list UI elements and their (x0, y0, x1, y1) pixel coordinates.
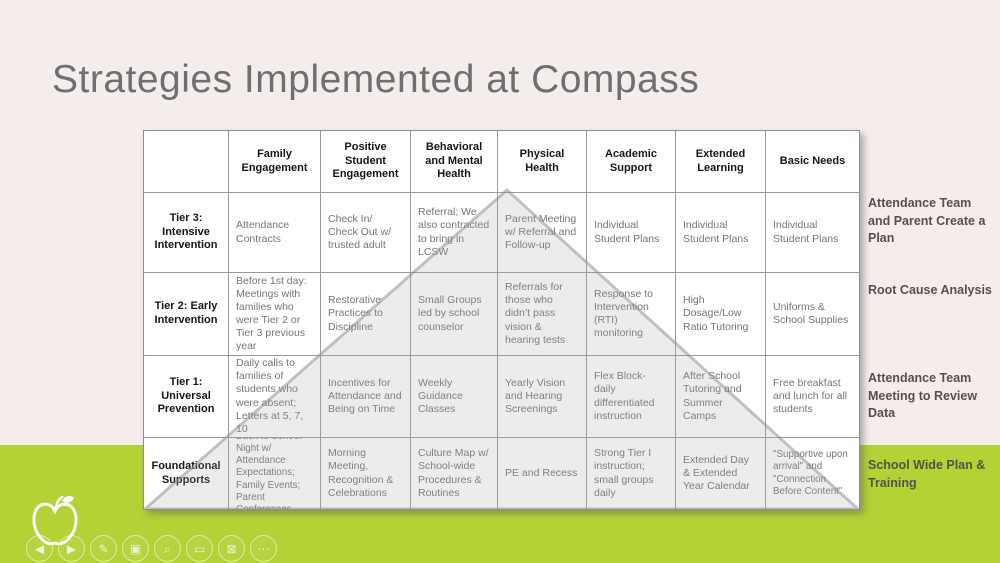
table-cell: Attendance Contracts (229, 193, 321, 273)
table-cell: Parent Meeting w/ Referral and Follow-up (498, 193, 587, 273)
table-cell: Individual Student Plans (587, 193, 676, 273)
side-label-tier2: Root Cause Analysis (868, 283, 992, 297)
table-cell: Uniforms & School Supplies (766, 273, 859, 356)
table-cell: Check In/ Check Out w/ trusted adult (321, 193, 411, 273)
table-cell: Before 1st day: Meetings with families w… (229, 273, 321, 356)
more-options-icon[interactable]: ⋯ (250, 535, 277, 562)
col-header-positive-student-engagement: Positive Student Engagement (321, 131, 411, 193)
table-cell: Referrals for those who didn’t pass visi… (498, 273, 587, 356)
row-header-foundational: Foundational Supports (144, 438, 229, 509)
table-row-tier1: Tier 1: Universal Prevention Daily calls… (144, 356, 859, 438)
zoom-icon[interactable]: ⌕ (154, 535, 181, 562)
row-header-tier1: Tier 1: Universal Prevention (144, 356, 229, 438)
captions-icon[interactable]: ▭ (186, 535, 213, 562)
strategies-table: Family Engagement Positive Student Engag… (143, 130, 860, 510)
table-row-tier2: Tier 2: Early Intervention Before 1st da… (144, 273, 859, 356)
table-cell: After School Tutoring and Summer Camps (676, 356, 766, 438)
table-cell: High Dosage/Low Ratio Tutoring (676, 273, 766, 356)
table-header-row: Family Engagement Positive Student Engag… (144, 131, 859, 193)
table-cell: Daily calls to families of students who … (229, 356, 321, 438)
col-header-extended-learning: Extended Learning (676, 131, 766, 193)
side-label-foundational: School Wide Plan & Training (868, 458, 986, 490)
next-slide-icon[interactable]: ▶ (58, 535, 85, 562)
row-header-tier2: Tier 2: Early Intervention (144, 273, 229, 356)
previous-slide-icon[interactable]: ◀ (26, 535, 53, 562)
table-cell: Referral; We also contracted to bring in… (411, 193, 498, 273)
apple-logo-icon (32, 495, 78, 546)
table-cell: Flex Block- daily differentiated instruc… (587, 356, 676, 438)
presenter-toolbar: ◀ ▶ ✎ ▣ ⌕ ▭ ⊠ ⋯ (26, 535, 277, 562)
col-header-academic-support: Academic Support (587, 131, 676, 193)
table-cell: Culture Map w/ School-wide Procedures & … (411, 438, 498, 509)
table-row-foundational: Foundational Supports Back to School Nig… (144, 438, 859, 509)
col-header-basic-needs: Basic Needs (766, 131, 859, 193)
slide-picker-icon[interactable]: ▣ (122, 535, 149, 562)
row-header-tier3: Tier 3: Intensive Intervention (144, 193, 229, 273)
pen-icon[interactable]: ✎ (90, 535, 117, 562)
table-cell: Extended Day & Extended Year Calendar (676, 438, 766, 509)
camera-off-icon[interactable]: ⊠ (218, 535, 245, 562)
table-cell: Individual Student Plans (766, 193, 859, 273)
table-cell: Morning Meeting, Recognition & Celebrati… (321, 438, 411, 509)
table-row-tier3: Tier 3: Intensive Intervention Attendanc… (144, 193, 859, 273)
side-label-tier3: Attendance Team and Parent Create a Plan (868, 196, 986, 245)
col-header-behavioral-mental-health: Behavioral and Mental Health (411, 131, 498, 193)
table-cell: Weekly Guidance Classes (411, 356, 498, 438)
table-cell: Small Groups led by school counselor (411, 273, 498, 356)
table-cell: Incentives for Attendance and Being on T… (321, 356, 411, 438)
col-header-family-engagement: Family Engagement (229, 131, 321, 193)
table-cell: Strong Tier I instruction; small groups … (587, 438, 676, 509)
side-label-tier1: Attendance Team Meeting to Review Data (868, 371, 978, 420)
table-cell: "Supportive upon arrival" and "Connectio… (773, 449, 848, 497)
table-cell: Response to Intervention (RTI) monitorin… (587, 273, 676, 356)
table-cell: Restorative Practices to Discipline (321, 273, 411, 356)
table-cell: Yearly Vision and Hearing Screenings (498, 356, 587, 438)
table-cell: PE and Recess (498, 438, 587, 509)
col-header-physical-health: Physical Health (498, 131, 587, 193)
table-cell: Free breakfast and lunch for all student… (766, 356, 859, 438)
table-cell: Back to School Night w/ Attendance Expec… (229, 438, 321, 509)
corner-cell (144, 131, 229, 193)
table-cell: Individual Student Plans (676, 193, 766, 273)
slide-title: Strategies Implemented at Compass (52, 58, 700, 101)
